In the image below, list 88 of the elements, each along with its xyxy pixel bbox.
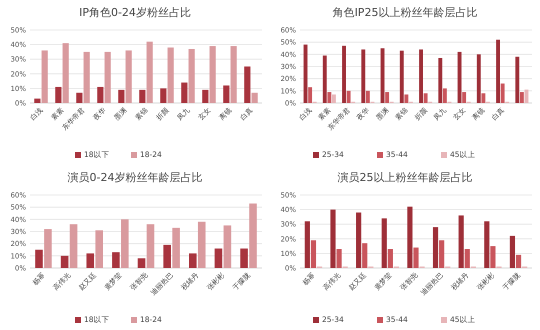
bar bbox=[240, 248, 248, 268]
bar bbox=[458, 215, 464, 268]
bar bbox=[160, 88, 166, 103]
bar bbox=[121, 219, 129, 268]
bar bbox=[424, 93, 428, 103]
bar bbox=[432, 227, 438, 268]
bar bbox=[138, 258, 146, 268]
bar bbox=[413, 248, 419, 268]
bar bbox=[70, 224, 78, 268]
bar bbox=[362, 243, 368, 268]
bar bbox=[189, 253, 197, 268]
bar bbox=[60, 256, 68, 268]
bar bbox=[172, 228, 180, 268]
bar bbox=[168, 48, 174, 103]
bar bbox=[126, 50, 132, 103]
bar bbox=[462, 92, 466, 103]
chart-title: 演员0-24岁粉丝年龄层占比 bbox=[68, 171, 202, 184]
bar bbox=[34, 98, 40, 103]
bar bbox=[464, 249, 470, 268]
bar bbox=[112, 252, 120, 268]
bar bbox=[308, 87, 312, 103]
bar bbox=[404, 94, 408, 103]
bar bbox=[84, 52, 90, 103]
bar bbox=[322, 56, 327, 103]
bar bbox=[224, 225, 232, 268]
chart-title: IP角色0-24岁粉丝占比 bbox=[79, 6, 191, 19]
bar bbox=[304, 221, 310, 268]
bar bbox=[304, 44, 308, 103]
bar bbox=[407, 206, 412, 268]
bar bbox=[419, 49, 423, 103]
bar bbox=[163, 244, 171, 268]
bar bbox=[86, 253, 94, 268]
bar bbox=[336, 249, 342, 268]
bar bbox=[515, 56, 520, 103]
bar bbox=[476, 54, 481, 103]
bar bbox=[490, 246, 496, 268]
bar bbox=[146, 224, 154, 268]
bar bbox=[310, 240, 316, 268]
bar bbox=[188, 48, 195, 103]
bar bbox=[249, 204, 257, 268]
bar bbox=[223, 85, 230, 103]
bar bbox=[44, 229, 52, 268]
bar bbox=[35, 250, 43, 268]
bar bbox=[361, 49, 366, 103]
bar bbox=[42, 50, 48, 103]
bar bbox=[442, 88, 447, 103]
bar bbox=[484, 221, 490, 268]
bar bbox=[458, 52, 462, 103]
bar bbox=[55, 86, 62, 103]
bar bbox=[76, 92, 82, 103]
bar bbox=[244, 66, 250, 103]
bar bbox=[496, 40, 500, 103]
bar bbox=[385, 92, 390, 103]
bar bbox=[366, 90, 370, 103]
bar bbox=[118, 90, 124, 103]
bar bbox=[380, 48, 384, 103]
chart-title: 角色IP25以上粉丝年龄层占比 bbox=[332, 6, 478, 19]
bar bbox=[481, 93, 486, 103]
bar bbox=[139, 90, 146, 103]
bar bbox=[327, 92, 332, 103]
bar bbox=[510, 236, 516, 268]
bar bbox=[252, 92, 258, 103]
bar bbox=[330, 210, 336, 268]
bar bbox=[214, 248, 222, 268]
bar bbox=[524, 90, 528, 103]
bar bbox=[62, 43, 69, 103]
bar bbox=[520, 92, 524, 103]
bar bbox=[438, 58, 442, 103]
bar bbox=[104, 52, 111, 103]
bar bbox=[198, 222, 206, 268]
bar bbox=[388, 249, 393, 268]
bar bbox=[97, 86, 104, 103]
bar bbox=[382, 218, 387, 268]
bar bbox=[95, 230, 103, 268]
bar bbox=[230, 46, 237, 103]
bar bbox=[146, 42, 153, 103]
bar bbox=[356, 212, 362, 268]
bar bbox=[181, 82, 188, 103]
bar bbox=[332, 94, 336, 103]
bar bbox=[516, 254, 522, 268]
bar bbox=[210, 46, 216, 103]
bar bbox=[342, 46, 346, 103]
bar bbox=[346, 90, 351, 103]
bar bbox=[202, 90, 208, 103]
chart-title: 演员25以上粉丝年龄层占比 bbox=[338, 171, 472, 184]
bar bbox=[500, 84, 505, 103]
bar bbox=[439, 240, 444, 268]
bar bbox=[400, 50, 404, 103]
